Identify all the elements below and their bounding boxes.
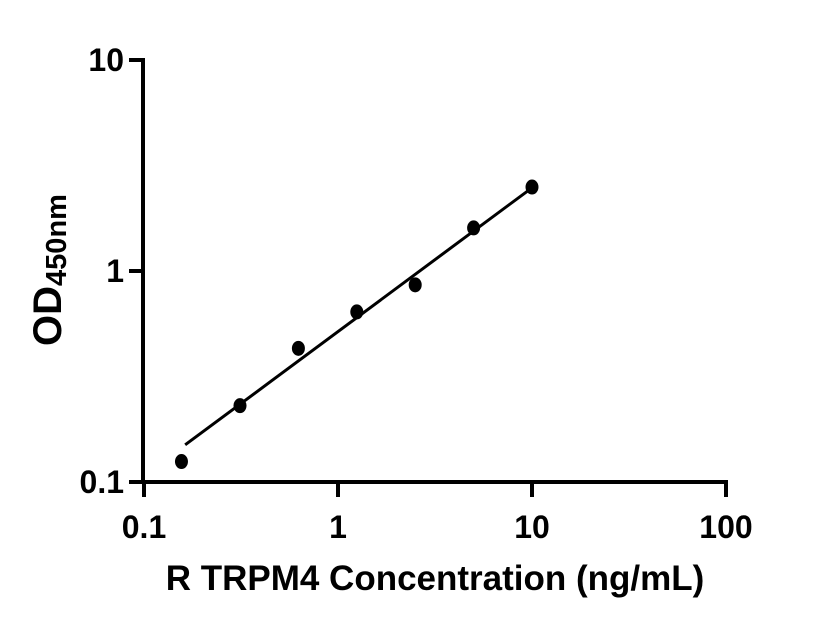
- y-tick-label: 1: [106, 253, 124, 289]
- y-axis-title: OD450nm: [26, 194, 74, 346]
- data-point: [350, 304, 364, 320]
- data-point: [467, 220, 481, 236]
- x-tick-label: 0.1: [122, 509, 166, 545]
- data-point: [233, 398, 247, 414]
- data-point: [174, 454, 188, 470]
- y-tick-label: 10: [88, 42, 124, 78]
- data-point: [291, 340, 305, 356]
- x-tick-label: 100: [699, 509, 752, 545]
- y-axis-title-subscript: 450nm: [41, 194, 73, 286]
- y-axis-title-main: OD: [26, 285, 70, 346]
- y-tick-label: 0.1: [80, 464, 124, 500]
- x-axis-title: R TRPM4 Concentration (ng/mL): [165, 559, 705, 598]
- data-point: [525, 179, 539, 195]
- x-tick-label: 10: [514, 509, 550, 545]
- data-point: [408, 277, 422, 293]
- x-tick-label: 1: [329, 509, 347, 545]
